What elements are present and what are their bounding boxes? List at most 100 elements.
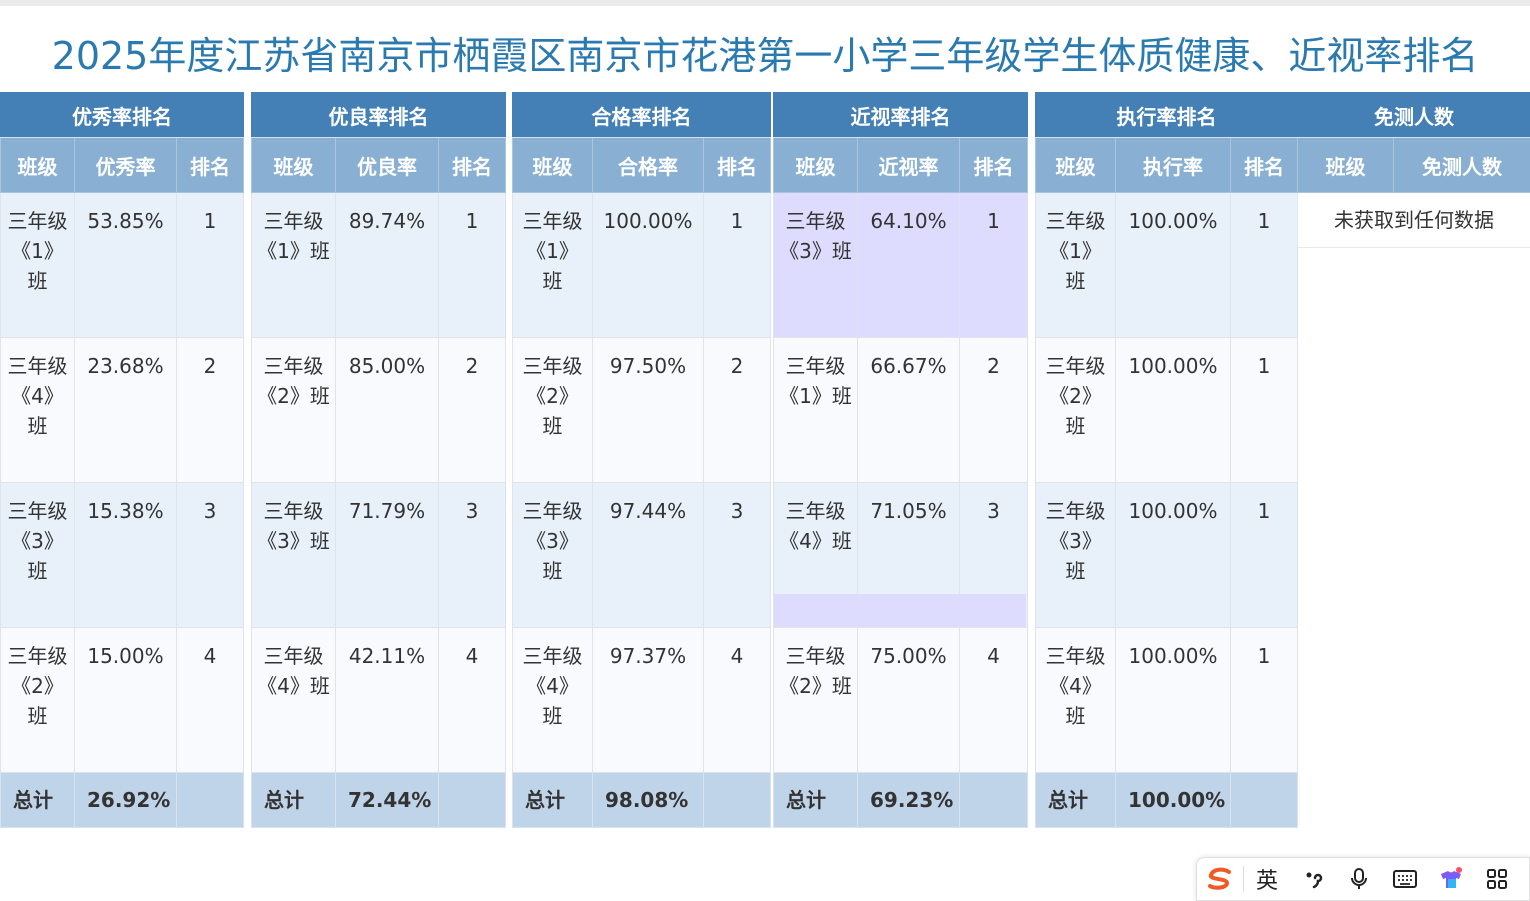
total-label: 总计 bbox=[773, 772, 858, 828]
table-row: 三年级《4》班 42.11% 4 bbox=[251, 627, 507, 773]
exempt-count-table: 免测人数 班级 免测人数 未获取到任何数据 bbox=[1297, 92, 1530, 248]
class-cell: 三年级《3》班 bbox=[251, 482, 336, 628]
rate-cell: 97.44% bbox=[592, 482, 704, 628]
rank-cell: 4 bbox=[702, 627, 772, 773]
column-header-rank: 排名 bbox=[1229, 137, 1299, 193]
class-cell: 三年级《1》班 bbox=[1035, 192, 1116, 338]
column-header-rank: 排名 bbox=[437, 137, 507, 193]
total-rank-empty bbox=[175, 772, 245, 828]
rank-cell: 1 bbox=[437, 192, 507, 338]
rank-cell: 2 bbox=[702, 337, 772, 483]
total-rank-empty bbox=[958, 772, 1029, 828]
rate-cell: 85.00% bbox=[335, 337, 439, 483]
rank-cell: 4 bbox=[175, 627, 245, 773]
total-row: 总计 69.23% bbox=[773, 772, 1029, 828]
myopia-rate-ranking-table: 近视率排名 班级 近视率 排名 三年级《3》班 64.10% 1 三年级《1》班… bbox=[772, 92, 1029, 828]
skin-icon[interactable] bbox=[1428, 857, 1474, 901]
rate-cell: 66.67% bbox=[857, 337, 960, 483]
class-cell: 三年级《2》班 bbox=[512, 337, 593, 483]
table-row: 三年级《4》班 23.68% 2 bbox=[0, 337, 245, 483]
total-rate: 98.08% bbox=[592, 772, 704, 828]
browser-top-edge bbox=[0, 0, 1530, 6]
total-rank-empty bbox=[702, 772, 772, 828]
rate-cell: 97.37% bbox=[592, 627, 704, 773]
rate-cell: 23.68% bbox=[74, 337, 177, 483]
total-row: 总计 72.44% bbox=[251, 772, 507, 828]
panel-title: 合格率排名 bbox=[511, 92, 772, 138]
rank-cell: 1 bbox=[702, 192, 772, 338]
total-rate: 26.92% bbox=[74, 772, 177, 828]
rate-cell: 100.00% bbox=[592, 192, 704, 338]
column-header-rate: 近视率 bbox=[857, 137, 960, 193]
class-cell: 三年级《4》班 bbox=[1035, 627, 1116, 773]
total-label: 总计 bbox=[0, 772, 75, 828]
class-cell: 三年级《4》班 bbox=[0, 337, 75, 483]
panel-title: 免测人数 bbox=[1297, 92, 1530, 138]
rate-cell: 53.85% bbox=[74, 192, 177, 338]
rate-cell: 42.11% bbox=[335, 627, 439, 773]
empty-state-message: 未获取到任何数据 bbox=[1297, 192, 1530, 248]
rank-cell: 1 bbox=[1229, 482, 1299, 628]
total-rank-empty bbox=[437, 772, 507, 828]
rank-cell: 3 bbox=[702, 482, 772, 628]
rate-cell: 64.10% bbox=[857, 192, 960, 338]
rank-cell: 1 bbox=[175, 192, 245, 338]
total-rank-empty bbox=[1229, 772, 1299, 828]
total-rate: 69.23% bbox=[857, 772, 960, 828]
table-row: 三年级《4》班 100.00% 1 bbox=[1035, 627, 1299, 773]
language-toggle[interactable]: 英 bbox=[1255, 869, 1278, 894]
total-rate: 100.00% bbox=[1115, 772, 1231, 828]
class-cell: 三年级《1》班 bbox=[0, 192, 75, 338]
column-header-class: 班级 bbox=[1297, 137, 1394, 193]
class-cell: 三年级《2》班 bbox=[251, 337, 336, 483]
pass-rate-ranking-table: 合格率排名 班级 合格率 排名 三年级《1》班 100.00% 1 三年级《2》… bbox=[511, 92, 772, 828]
sogou-logo-icon[interactable] bbox=[1197, 857, 1243, 901]
total-label: 总计 bbox=[512, 772, 593, 828]
rate-cell: 100.00% bbox=[1115, 192, 1231, 338]
class-cell: 三年级《4》班 bbox=[251, 627, 336, 773]
rate-cell: 15.38% bbox=[74, 482, 177, 628]
class-cell: 三年级《1》班 bbox=[512, 192, 593, 338]
column-header-rank: 排名 bbox=[958, 137, 1029, 193]
table-row: 三年级《2》班 15.00% 4 bbox=[0, 627, 245, 773]
column-header-class: 班级 bbox=[1035, 137, 1116, 193]
table-row: 三年级《2》班 85.00% 2 bbox=[251, 337, 507, 483]
table-row: 三年级《3》班 15.38% 3 bbox=[0, 482, 245, 628]
column-header-class: 班级 bbox=[512, 137, 593, 193]
total-label: 总计 bbox=[1035, 772, 1116, 828]
table-row: 三年级《1》班 100.00% 1 bbox=[512, 192, 772, 338]
rate-cell: 89.74% bbox=[335, 192, 439, 338]
panel-title: 执行率排名 bbox=[1034, 92, 1299, 138]
rate-cell: 100.00% bbox=[1115, 337, 1231, 483]
total-rate: 72.44% bbox=[335, 772, 439, 828]
class-cell: 三年级《1》班 bbox=[251, 192, 336, 338]
class-cell: 三年级《3》班 bbox=[1035, 482, 1116, 628]
apps-grid-icon[interactable] bbox=[1474, 857, 1520, 901]
class-cell: 三年级《3》班 bbox=[773, 192, 858, 338]
rank-cell: 1 bbox=[1229, 192, 1299, 338]
class-cell: 三年级《1》班 bbox=[773, 337, 858, 483]
rate-cell: 100.00% bbox=[1115, 482, 1231, 628]
table-row: 三年级《1》班 66.67% 2 bbox=[773, 337, 1029, 483]
rank-cell: 3 bbox=[437, 482, 507, 628]
class-cell: 三年级《3》班 bbox=[0, 482, 75, 628]
punctuation-icon[interactable] bbox=[1290, 857, 1336, 901]
rank-cell: 2 bbox=[437, 337, 507, 483]
execution-rate-ranking-table: 执行率排名 班级 执行率 排名 三年级《1》班 100.00% 1 三年级《2》… bbox=[1034, 92, 1299, 828]
column-header-rank: 排名 bbox=[175, 137, 245, 193]
rank-cell: 4 bbox=[437, 627, 507, 773]
rank-cell: 1 bbox=[1229, 337, 1299, 483]
table-row: 三年级《4》班 97.37% 4 bbox=[512, 627, 772, 773]
panel-title: 优秀率排名 bbox=[0, 92, 245, 138]
microphone-icon[interactable] bbox=[1336, 857, 1382, 901]
rate-cell: 97.50% bbox=[592, 337, 704, 483]
table-row: 三年级《2》班 100.00% 1 bbox=[1035, 337, 1299, 483]
column-header-rate: 执行率 bbox=[1115, 137, 1231, 193]
excellent-rate-ranking-table: 优秀率排名 班级 优秀率 排名 三年级《1》班 53.85% 1 三年级《4》班… bbox=[0, 92, 245, 828]
keyboard-icon[interactable] bbox=[1382, 857, 1428, 901]
rate-cell: 71.79% bbox=[335, 482, 439, 628]
ime-toolbar[interactable]: 英 bbox=[1196, 857, 1530, 901]
rank-cell: 3 bbox=[175, 482, 245, 628]
rank-cell: 4 bbox=[958, 627, 1029, 773]
column-header-rank: 排名 bbox=[702, 137, 772, 193]
